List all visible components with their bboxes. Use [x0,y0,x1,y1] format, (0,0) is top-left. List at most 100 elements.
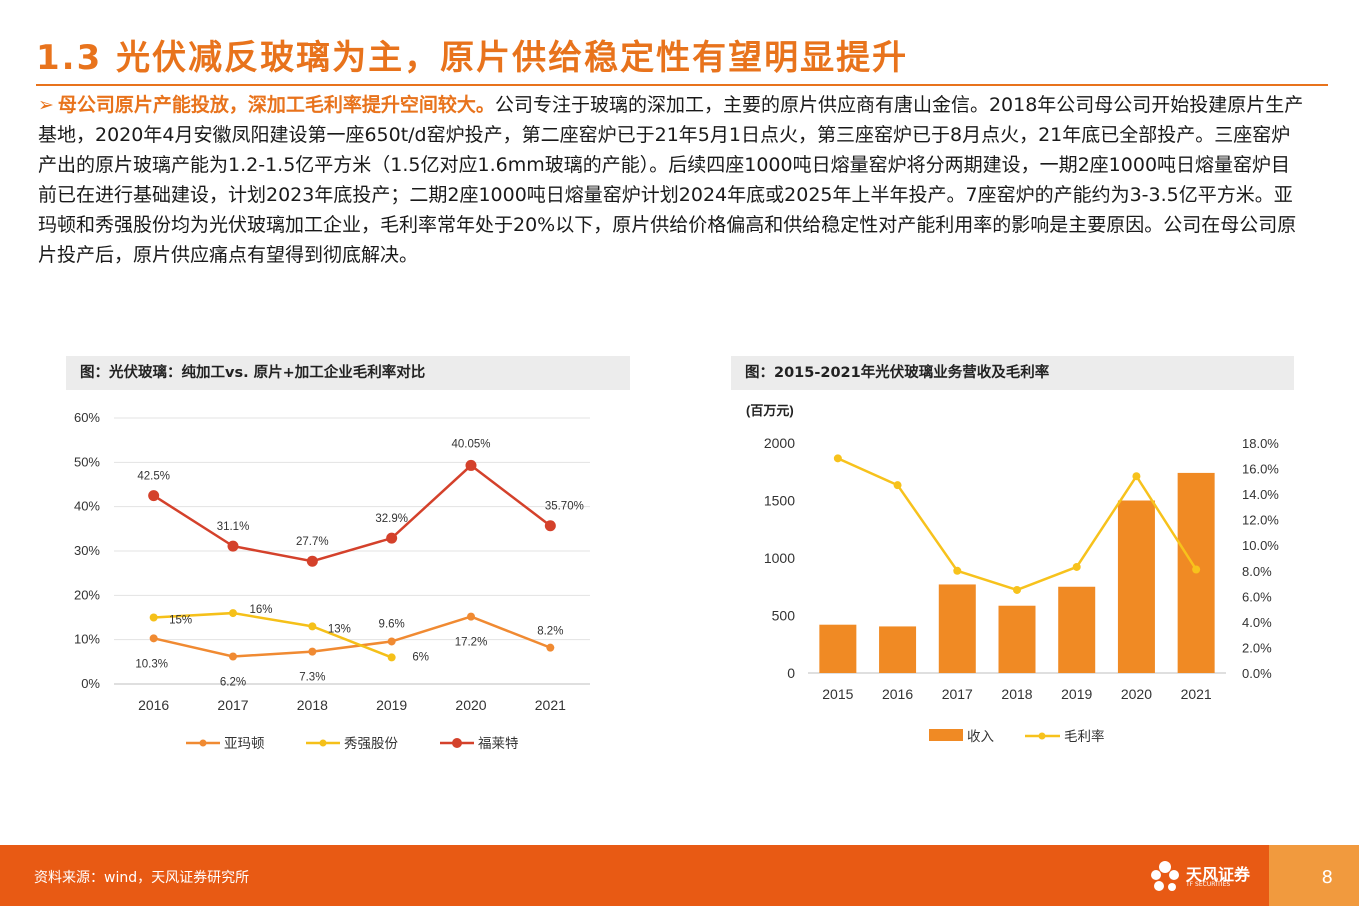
data-point [229,609,237,618]
x-tick-label: 2019 [376,697,407,713]
legend-label: 亚玛顿 [224,736,265,751]
margin-point [1192,565,1201,574]
x-tick-label: 2021 [535,697,566,713]
data-label: 13% [328,623,351,635]
y-tick-label: 40% [74,499,100,514]
x-tick-label: 2016 [882,686,913,702]
x-tick-label: 2021 [1181,686,1212,702]
y-tick-label: 30% [74,543,100,558]
data-label: 31.1% [217,521,250,533]
gross-margin-comparison-chart: 0% 10% 20% 30% 40% 50% 60% 2016 2017 2018 2019 2020… [74,410,590,751]
data-label: 35.70% [545,501,584,513]
footer-bar: 资料来源：wind，天风证券研究所 天风证券 TF SECURITIES 8 [0,845,1359,906]
data-point [149,634,158,643]
legend-marker [199,739,207,747]
bullet-arrow-icon: ➢ [38,94,54,116]
y-tick-label: 1000 [764,550,795,566]
margin-point [1013,585,1021,594]
data-point [149,613,158,622]
legend-marker [1038,732,1046,740]
data-point [467,612,475,621]
y2-tick-label: 0.0% [1242,666,1272,681]
data-point [308,622,317,631]
legend-marker [319,739,327,747]
legend-label: 秀强股份 [344,736,398,751]
legend-label: 福莱特 [478,736,519,751]
y-tick-label: 0% [81,676,100,691]
y2-tick-label: 2.0% [1242,640,1272,655]
logo-name: 天风证券 [1186,865,1251,884]
data-point [386,532,398,544]
y2-tick-label: 10.0% [1242,538,1279,553]
data-point [229,652,237,661]
data-label: 10.3% [135,658,168,670]
chart2-title: 图：2015-2021年光伏玻璃业务营收及毛利率 [731,356,1294,390]
y-tick-label: 10% [74,632,100,647]
y2-tick-label: 16.0% [1242,462,1279,477]
x-tick-label: 2020 [455,697,486,713]
legend-swatch [929,729,963,741]
y-tick-label: 2000 [764,435,795,451]
x-tick-label: 2017 [217,697,248,713]
x-tick-label: 2018 [297,697,328,713]
data-label: 16% [249,604,272,616]
revenue-bar [1058,586,1096,673]
data-point [546,643,555,652]
footer-source: 资料来源：wind，天风证券研究所 [34,870,250,886]
slide-title: 1.3 光伏减反玻璃为主，原片供给稳定性有望明显提升 [36,38,909,78]
data-label: 42.5% [137,471,170,483]
revenue-bar [819,624,857,673]
revenue-bar [938,584,976,673]
data-label: 40.05% [451,438,490,450]
revenue-bar [1117,500,1155,673]
data-point [544,520,556,532]
y2-tick-label: 14.0% [1242,487,1279,502]
data-label: 6.2% [220,677,246,689]
y2-tick-label: 12.0% [1242,513,1279,528]
data-label: 9.6% [379,618,405,630]
y-tick-label: 1500 [764,493,795,509]
data-point [148,490,160,502]
data-point [306,555,318,567]
series-line-3 [152,463,552,563]
data-label: 7.3% [299,672,325,684]
data-point [227,540,239,552]
margin-point [893,481,902,490]
data-label: 8.2% [537,626,563,638]
legend-marker [452,738,462,748]
legend-label: 收入 [967,729,995,744]
chart1-title: 图：光伏玻璃：纯加工vs. 原片+加工企业毛利率对比 [66,356,630,390]
data-point [387,637,396,646]
y-tick-label: 60% [74,410,100,425]
y2-tick-label: 8.0% [1242,564,1272,579]
data-label: 27.7% [296,536,329,548]
flower-logo-icon [1151,861,1179,891]
margin-point [953,566,962,575]
paragraph-lead: 母公司原片产能投放，深加工毛利率提升空间较大。 [57,94,495,116]
x-tick-label: 2019 [1061,686,1092,702]
footer-accent-band [1269,845,1359,906]
y2-tick-label: 4.0% [1242,615,1272,630]
paragraph-body: 公司专注于玻璃的深加工，主要的原片供应商有唐山金信。2018年公司母公司开始投建… [38,94,1304,266]
data-label: 17.2% [455,637,488,649]
data-point [465,459,477,471]
logo-subtitle: TF SECURITIES [1186,881,1231,888]
y-tick-label: 50% [74,454,100,469]
x-tick-label: 2018 [1001,686,1032,702]
y2-tick-label: 18.0% [1242,436,1279,451]
margin-point [833,454,842,463]
y-axis-unit: (百万元) [746,403,794,418]
margin-point [1132,472,1141,481]
revenue-margin-chart: (百万元) 0 500 1000 1500 2000 0.0% 2.0% 4.0% 6.0% 8.0… [746,403,1279,744]
y-tick-label: 0 [787,665,795,681]
summary-paragraph: ➢ 母公司原片产能投放，深加工毛利率提升空间较大。公司专注于玻璃的深加工，主要的原… [38,90,1308,270]
data-point [387,653,396,662]
data-label: 32.9% [375,513,408,525]
y-tick-label: 500 [772,608,796,624]
revenue-bar [879,626,917,673]
x-tick-label: 2017 [942,686,973,702]
x-tick-label: 2020 [1121,686,1152,702]
series-line-1 [153,615,551,658]
series-line-2 [153,611,393,659]
y-tick-label: 20% [74,587,100,602]
